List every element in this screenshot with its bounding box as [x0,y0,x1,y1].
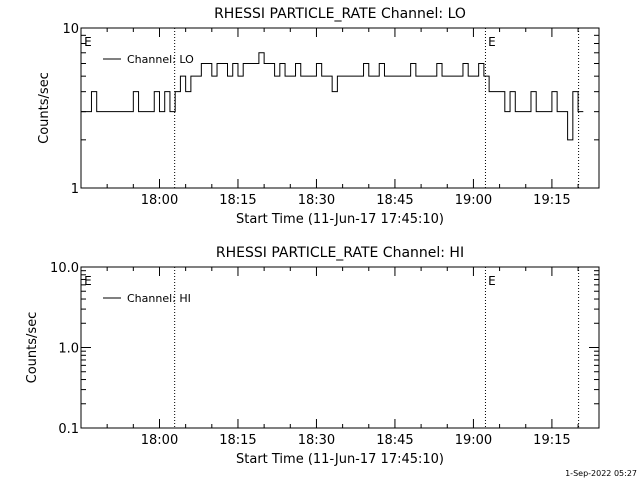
panel-1-x-axis-label: Start Time (11-Jun-17 17:45:10) [236,212,444,227]
panel-1-y-axis-label: Counts/sec [37,72,52,144]
panel-2-x-tick-label: 19:00 [455,433,492,448]
panel-1-event-marker: E [84,35,92,49]
panel-1-legend-label: Channel: LO [127,53,194,66]
panel-1-y-tick-label: 1 [71,182,79,197]
panel-1-x-tick-label: 18:30 [298,193,335,208]
panel-2-y-tick-label: 1.0 [58,342,79,357]
panel-1-chart-title: RHESSI PARTICLE_RATE Channel: LO [214,6,466,22]
footer-timestamp: 1-Sep-2022 05:27 [565,469,637,478]
panel-2-y-axis-label: Counts/sec [25,312,40,384]
panel-1-plot-frame [80,27,600,189]
panel-1-x-tick-label: 18:45 [376,193,413,208]
panel-2-x-tick-label: 18:00 [141,433,178,448]
panel-1-x-tick-label: 18:15 [219,193,256,208]
panel-1-event-marker: E [488,35,496,49]
panel-1-x-tick-label: 19:15 [533,193,570,208]
panel-2-event-marker: E [488,274,496,288]
panel-2-x-tick-label: 18:30 [298,433,335,448]
panel-2-y-tick-label: 10.0 [50,261,79,276]
panel-1-x-tick-label: 18:00 [141,193,178,208]
panel-2-legend-label: Channel: HI [127,292,191,305]
panel-2-y-tick-label: 0.1 [58,422,79,437]
panel-2-chart-title: RHESSI PARTICLE_RATE Channel: HI [216,245,464,261]
panel-2-x-axis-label: Start Time (11-Jun-17 17:45:10) [236,452,444,467]
panel-1-series-line [81,52,584,141]
panel-1-x-tick-label: 19:00 [455,193,492,208]
panel-1-y-tick-label: 10 [62,22,79,37]
panel-2-x-tick-label: 18:15 [219,433,256,448]
panel-2-x-tick-label: 18:45 [376,433,413,448]
panel-2-event-marker: E [84,274,92,288]
panel-2-x-tick-label: 19:15 [533,433,570,448]
